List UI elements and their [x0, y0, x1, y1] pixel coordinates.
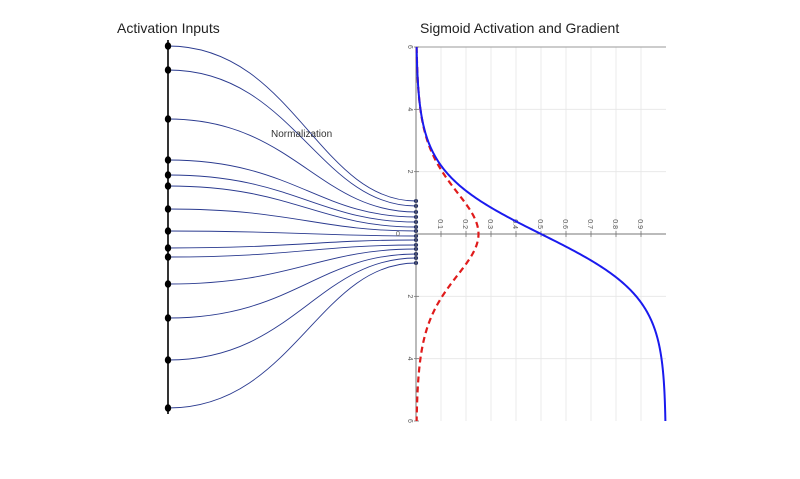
normalization-curve: [167, 239, 417, 249]
x-tick-label: 0.7: [586, 219, 593, 229]
input-node: [164, 404, 172, 412]
normalization-curve: [167, 230, 417, 237]
normalization-curve: [167, 244, 417, 258]
input-node: [164, 356, 172, 364]
normalization-curve: [167, 257, 417, 361]
sigmoid-curve: [415, 46, 667, 422]
normalization-curve: [167, 174, 417, 223]
y-tick-label: 6: [406, 45, 413, 49]
normalization-curve: [167, 69, 417, 207]
x-zero-label: 0: [396, 231, 400, 238]
input-node: [164, 156, 172, 164]
x-tick-label: 0.1: [436, 219, 443, 229]
x-tick-label: 0.3: [486, 219, 493, 229]
x-tick-label: 0.9: [636, 219, 643, 229]
input-node: [164, 171, 172, 179]
activation-inputs-title: Activation Inputs: [117, 20, 220, 36]
normalization-curve: [167, 185, 417, 228]
x-tick-label: 0.6: [561, 219, 568, 229]
y-tick-label: 6: [406, 419, 413, 423]
input-node: [164, 182, 172, 190]
input-node: [164, 314, 172, 322]
input-node: [164, 253, 172, 261]
normalization-curve: [167, 45, 417, 202]
sigmoid-gradient-chart: 0.1 0.2 0.3 0.4 0.5 0.6 0.7 0.8 0.9 0 6 4 2 2 4 6: [396, 45, 667, 423]
x-tick-label: 0.5: [536, 219, 543, 229]
input-node: [164, 227, 172, 235]
y-tick-label: 2: [406, 294, 413, 298]
input-node: [164, 42, 172, 50]
activation-inputs-diagram: Normalization: [164, 40, 419, 414]
sigmoid-chart-title: Sigmoid Activation and Gradient: [420, 20, 620, 36]
input-node: [164, 244, 172, 252]
y-tick-label: 4: [406, 107, 413, 111]
normalization-label: Normalization: [271, 129, 332, 140]
input-node: [164, 66, 172, 74]
x-tick-label: 0.2: [461, 219, 468, 229]
input-node: [164, 205, 172, 213]
normalization-curve: [167, 159, 417, 218]
y-tick-label: 2: [406, 170, 413, 174]
y-tick-label: 4: [406, 357, 413, 361]
input-node: [164, 280, 172, 288]
x-tick-label: 0.4: [511, 219, 518, 229]
input-node: [164, 115, 172, 123]
x-tick-label: 0.8: [611, 219, 618, 229]
normalization-curve: [167, 208, 417, 232]
normalization-curve: [167, 248, 417, 285]
normalization-curve: [167, 253, 417, 319]
normalization-curve: [167, 118, 417, 213]
normalization-curve: [167, 262, 417, 409]
